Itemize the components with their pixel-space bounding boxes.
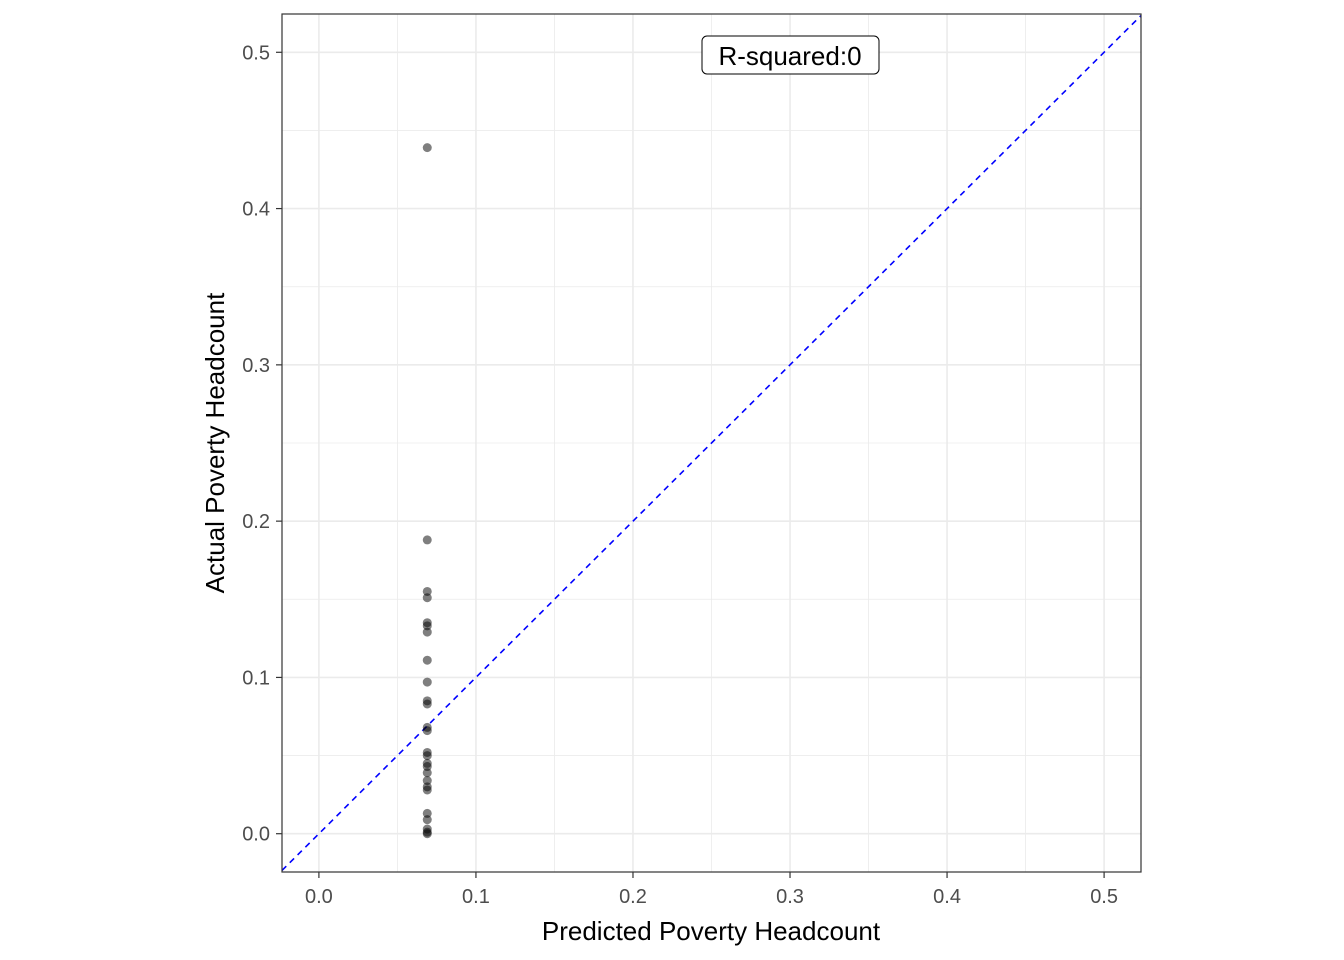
data-point [422,621,432,631]
x-tick-label: 0.2 [619,886,647,908]
data-point [422,726,432,736]
annotation-text: R-squared:0 [718,41,861,71]
data-point [422,776,432,786]
data-point [422,535,432,545]
data-point [422,808,432,818]
x-tick-label: 0.4 [933,886,961,908]
data-point [422,677,432,687]
annotation-label: R-squared:0 [701,35,880,75]
y-tick-label: 0.1 [242,667,270,689]
y-tick-label: 0.3 [242,355,270,377]
data-point [422,143,432,153]
x-axis: 0.0 0.1 0.2 0.3 0.4 0.5 [305,872,1118,908]
x-tick-label: 0.3 [776,886,804,908]
x-tick-label: 0.5 [1090,886,1118,908]
y-tick-label: 0.5 [242,42,270,64]
annotation-box [701,35,880,75]
y-tick-label: 0.2 [242,511,270,533]
data-point [422,699,432,709]
data-point [422,815,432,825]
y-axis-title: Actual Poverty Headcount [200,292,230,593]
data-points [422,143,432,839]
data-point [422,768,432,778]
y-axis: 0.0 0.1 0.2 0.3 0.4 0.5 [242,42,282,846]
plot-border [281,13,1142,873]
data-point [422,762,432,772]
x-tick-label: 0.0 [305,886,333,908]
data-point [422,627,432,637]
data-point [422,586,432,596]
y-tick-label: 0.4 [242,199,270,221]
data-point [422,751,432,761]
y-tick-label: 0.0 [242,824,270,846]
data-point [422,829,432,839]
data-point [422,593,432,603]
data-point [422,655,432,665]
x-tick-label: 0.1 [462,886,490,908]
x-axis-title: Predicted Poverty Headcount [542,916,881,946]
data-point [422,785,432,795]
